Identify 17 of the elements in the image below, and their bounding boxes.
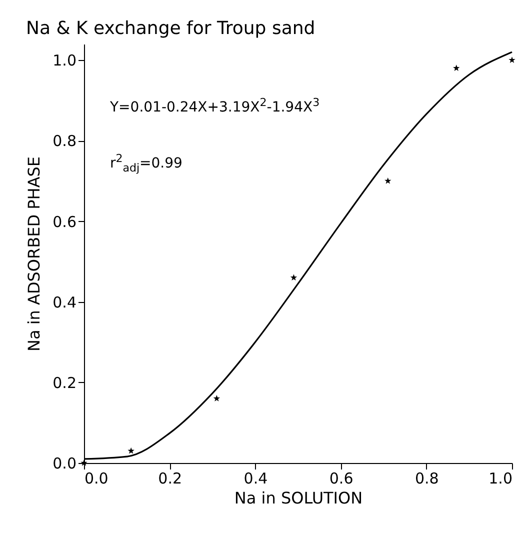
annotation: r$^{2}$$_{adj}$=0.99 [110, 152, 182, 174]
x-tick-label: 0.6 [329, 470, 354, 488]
y-tick-label: 0.4 [52, 293, 76, 312]
y-tick-label: 0.0 [52, 454, 76, 472]
x-axis-title: Na in SOLUTION [234, 488, 363, 508]
y-tick-label: 1.0 [52, 52, 76, 70]
y-tick-label: 0.8 [52, 132, 76, 150]
x-tick-label: 0.8 [414, 470, 439, 488]
y-tick-label: 0.2 [52, 374, 76, 392]
x-tick-label: 0.0 [84, 470, 108, 488]
y-tick-label: 0.6 [52, 212, 76, 231]
x-tick-label: 0.4 [244, 470, 268, 488]
y-axis-title: Na in ADSORBED PHASE [24, 156, 44, 352]
x-tick-label: 0.2 [158, 470, 182, 488]
chart-title: Na & K exchange for Troup sand [26, 18, 316, 39]
x-tick-label: 1.0 [488, 470, 512, 488]
annotation: Y=0.01-0.24X+3.19X$^{2}$-1.94X$^{3}$ [110, 96, 320, 116]
